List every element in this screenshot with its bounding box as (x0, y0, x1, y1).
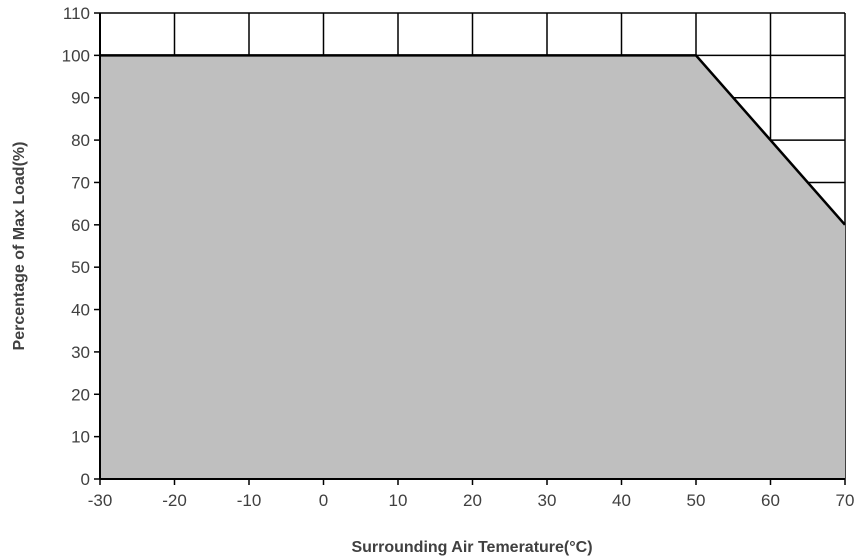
y-tick-label: 30 (71, 343, 90, 362)
x-tick-label: -20 (162, 491, 187, 510)
x-tick-label: 50 (687, 491, 706, 510)
y-tick-label: 100 (62, 46, 90, 65)
x-tick-label: -30 (88, 491, 113, 510)
y-tick-label: 20 (71, 385, 90, 404)
x-tick-label: 30 (538, 491, 557, 510)
x-tick-label: 60 (761, 491, 780, 510)
y-tick-label: 50 (71, 258, 90, 277)
y-tick-label: 110 (63, 4, 90, 23)
y-tick-label: 0 (81, 470, 90, 489)
y-tick-label: 70 (71, 173, 90, 192)
area-layer (100, 54, 846, 479)
x-tick-label: 10 (389, 491, 408, 510)
y-tick-label: 40 (71, 301, 90, 320)
series-line (100, 54, 846, 226)
area-fill (100, 55, 845, 479)
x-tick-label: -10 (237, 491, 262, 510)
x-axis-title: Surrounding Air Temerature(°C) (351, 539, 592, 556)
y-tick-label: 10 (71, 428, 90, 447)
axis-layer (94, 12, 846, 485)
y-tick-label: 60 (71, 216, 90, 235)
x-tick-label: 40 (612, 491, 631, 510)
y-tick-label: 80 (71, 131, 90, 150)
label-layer: -30 -20 -10 0 10 20 30 40 50 60 70 0 10 20 30 40 50 60 70 8… (62, 4, 855, 510)
x-tick-label: 20 (463, 491, 482, 510)
y-axis-title: Percentage of Max Load(%) (11, 142, 28, 351)
x-tick-label: 70 (836, 491, 855, 510)
x-tick-label: 0 (319, 491, 328, 510)
y-tick-label: 90 (71, 89, 90, 108)
